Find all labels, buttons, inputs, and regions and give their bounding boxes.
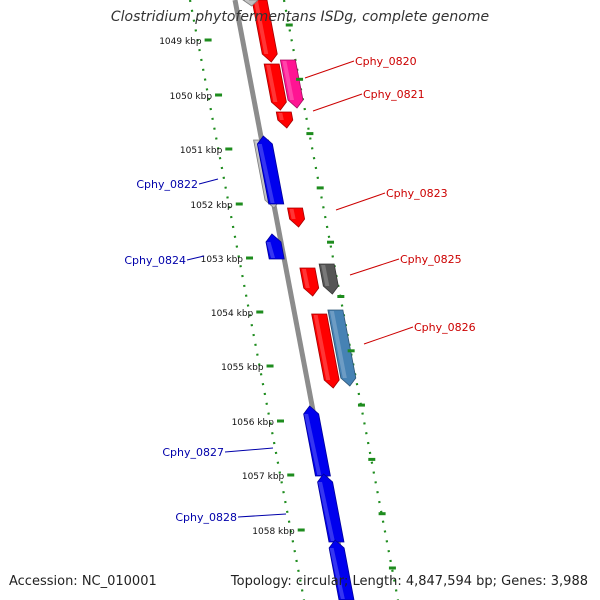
gene-label[interactable]: Cphy_0822 [136,178,198,191]
genome-summary: Topology: circular; Length: 4,847,594 bp… [230,574,588,589]
leader-line [349,258,400,276]
gene-feature-arrow [327,309,357,387]
leader-line [312,93,363,112]
tick-label: 1055 kbp [221,363,264,373]
tick-label: 1050 kbp [170,92,213,102]
gene-feature-arrow [256,135,285,205]
gene-feature-arrow [303,405,331,477]
leader-line [363,326,414,345]
gene-label[interactable]: Cphy_0828 [175,511,237,524]
tick-label: 1058 kbp [252,527,295,537]
tick-label: 1053 kbp [201,255,244,265]
tick-label: 1051 kbp [180,146,223,156]
tick-label: 1054 kbp [211,309,254,319]
tick-label: 1049 kbp [159,37,202,47]
map-title: Clostridium phytofermentans ISDg, comple… [110,9,490,25]
gene-feature-arrow [275,111,294,129]
gene-labels: Cphy_0820 Cphy_0821 Cphy_0822 Cphy_0823 Cphy… [124,55,475,524]
gene-feature-arrow [318,263,339,295]
accession-label: Accession: NC_010001 [9,574,157,589]
gene-feature-arrow [242,0,259,7]
gene-features [242,0,357,600]
leader-line [335,192,386,211]
gene-feature-arrow [251,0,278,63]
gene-label[interactable]: Cphy_0821 [363,88,425,101]
gene-feature-arrow [328,539,355,600]
gene-feature-arrow [299,267,320,297]
tick-label: 1057 kbp [242,472,285,482]
leader-line [237,513,287,518]
gene-feature-arrow [317,473,345,543]
gene-feature-arrow [263,63,287,111]
left-dotted-guide [188,0,306,600]
gene-label[interactable]: Cphy_0827 [162,446,224,459]
gene-feature-arrow [279,59,304,109]
gene-feature-arrow [287,207,306,228]
tick-label: 1056 kbp [232,418,275,428]
gene-feature-arrow [311,313,340,389]
gene-label[interactable]: Cphy_0826 [414,321,476,334]
gene-feature-arrow [265,233,285,260]
tick-marks: 1049 kbp 1050 kbp 1051 kbp 1052 kbp 1053 kbp… [159,23,396,570]
tick-label: 1052 kbp [190,201,233,211]
leader-line [186,255,205,261]
gene-label[interactable]: Cphy_0825 [400,253,462,266]
leader-line [198,178,219,185]
gene-label[interactable]: Cphy_0820 [355,55,417,68]
gene-label[interactable]: Cphy_0824 [124,254,186,267]
gene-label[interactable]: Cphy_0823 [386,187,448,200]
leader-line [224,447,274,453]
leader-line [304,60,355,79]
